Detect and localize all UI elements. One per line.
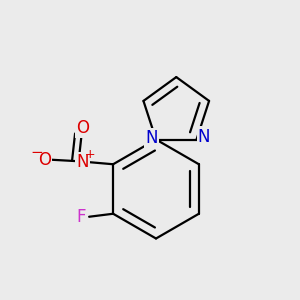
Text: F: F <box>76 208 86 226</box>
Text: −: − <box>31 145 44 160</box>
Text: +: + <box>85 148 95 161</box>
Text: N: N <box>198 128 210 146</box>
Text: N: N <box>145 129 158 147</box>
Text: O: O <box>38 151 51 169</box>
Text: N: N <box>76 153 88 171</box>
Text: O: O <box>76 118 89 137</box>
